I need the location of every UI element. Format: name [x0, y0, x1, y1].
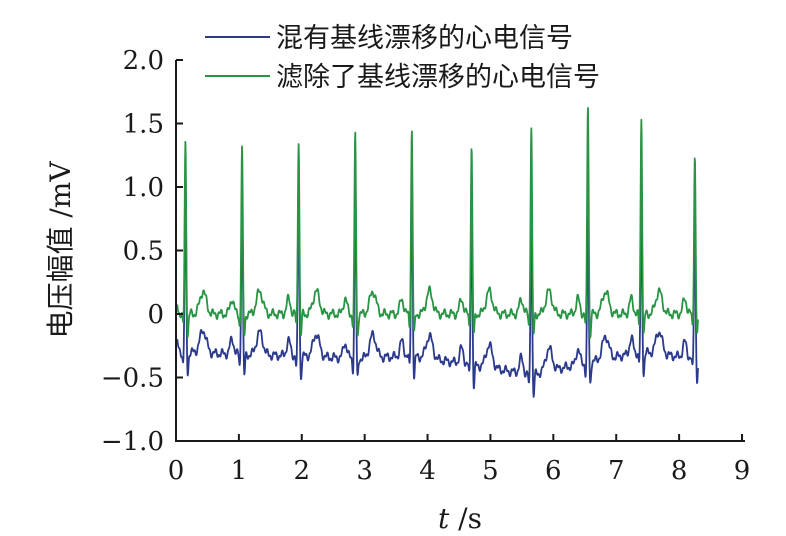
x-tick-label: 2: [294, 456, 311, 486]
series-line-2: [176, 106, 699, 339]
x-tick-label: 1: [231, 456, 248, 486]
series-line-1: [176, 169, 699, 398]
y-tick-label: −0.5: [101, 364, 164, 394]
series-layer: [176, 106, 699, 398]
x-tick-label: 5: [482, 456, 499, 486]
x-axis-label-variable: t: [438, 502, 450, 535]
x-tick-label: 7: [608, 456, 625, 486]
x-tick-label: 6: [545, 456, 562, 486]
x-tick-label: 4: [419, 456, 436, 486]
x-tick-label: 8: [671, 456, 688, 486]
x-tick-label: 3: [356, 456, 373, 486]
x-tick-label: 0: [168, 456, 185, 486]
x-axis-label-unit: /s: [449, 502, 482, 535]
axes: [175, 60, 745, 442]
y-tick-label: 0.5: [123, 237, 164, 267]
x-tick-label: 9: [734, 456, 751, 486]
y-tick-label: 1.5: [123, 110, 164, 140]
y-ticks: −1.0 −0.5 0 0.5 1.0 1.5 2.0: [101, 46, 183, 457]
legend-label-series-1: 混有基线漂移的心电信号: [276, 23, 573, 54]
y-axis-label: 电压幅值 /mV: [44, 161, 77, 339]
y-tick-label: 2.0: [123, 46, 164, 76]
legend-label-series-2: 滤除了基线漂移的心电信号: [276, 62, 600, 93]
x-axis-label: t /s: [438, 502, 482, 535]
y-tick-label: 0: [147, 300, 164, 330]
x-ticks: 0 1 2 3 4 5 6 7 8 9: [168, 434, 751, 486]
y-tick-label: 1.0: [123, 173, 164, 203]
y-tick-label: −1.0: [101, 427, 164, 457]
legend: 混有基线漂移的心电信号 滤除了基线漂移的心电信号: [205, 23, 600, 93]
